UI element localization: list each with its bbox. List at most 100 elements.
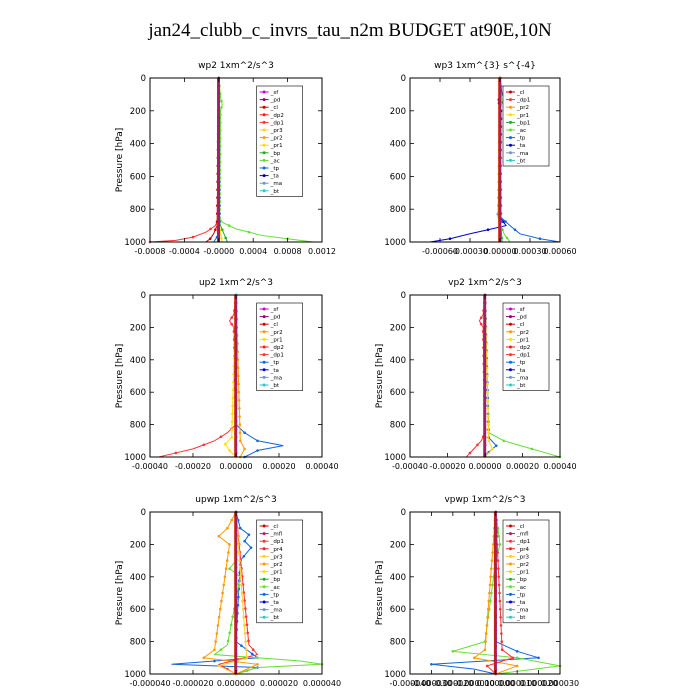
legend-marker: [262, 585, 266, 589]
legend-entry: _dp2: [516, 345, 530, 351]
series-marker-pr2: [238, 431, 242, 435]
legend-marker: [262, 554, 266, 558]
x-tick-label: 0.0012: [308, 247, 336, 256]
legend-marker: [262, 337, 266, 341]
series-marker-tp: [430, 662, 433, 666]
series-marker-pr2: [237, 390, 241, 394]
y-tick-label: 0: [401, 291, 406, 301]
series-marker-dp1: [497, 583, 501, 587]
legend-marker: [262, 151, 266, 155]
series-marker-ac: [219, 648, 223, 651]
series-line-pr2: [202, 511, 260, 675]
legend-entry: _ma: [270, 181, 282, 187]
y-tick-label: 1000: [384, 453, 406, 463]
legend-entry: _pr1: [270, 337, 283, 343]
y-tick-label: 200: [390, 323, 406, 333]
legend-marker: [509, 360, 512, 364]
series-marker-tp: [247, 533, 251, 536]
series-marker-pr2: [227, 551, 230, 554]
legend-entry: _cl: [516, 524, 525, 530]
series-marker-dp1: [497, 575, 501, 579]
series-marker-cl: [208, 237, 212, 241]
legend-entry: _pr3: [516, 554, 530, 560]
series-marker-tp: [504, 220, 507, 223]
legend-entry: _ma: [270, 375, 282, 381]
legend-marker: [262, 330, 266, 334]
legend-marker: [262, 189, 266, 193]
series-line-dp1: [217, 511, 259, 675]
y-tick-label: 1000: [384, 670, 406, 680]
legend-marker: [262, 360, 266, 364]
series-marker-pr1: [486, 415, 490, 418]
legend-entry: _pr1: [516, 570, 529, 576]
series-marker-pr2: [484, 632, 488, 635]
x-tick-label: 0.00020: [506, 462, 539, 471]
x-tick-label: 0.00040: [543, 462, 576, 471]
x-tick-label: -0.00020: [430, 462, 466, 471]
figure-title: jan24_clubb_c_invrs_tau_n2m BUDGET at90E…: [148, 20, 552, 41]
y-tick-label: 400: [130, 356, 146, 366]
series-marker-tp: [236, 603, 240, 607]
plot-frame: [149, 77, 323, 243]
series-marker-pr2: [483, 648, 487, 651]
legend-marker: [509, 592, 512, 596]
series-marker-pr3: [242, 616, 246, 619]
series-marker-dp1: [230, 316, 233, 319]
series-marker-ac: [237, 583, 241, 587]
series-marker-pr3: [241, 607, 245, 611]
legend-marker: [509, 562, 512, 566]
legend-marker: [509, 524, 512, 528]
series-marker-ac: [256, 656, 259, 660]
legend-entry: _cl: [516, 90, 525, 96]
series-marker-dp1: [191, 235, 195, 239]
y-axis-label: Pressure [hPa]: [375, 344, 385, 409]
legend-entry: _bp: [270, 577, 281, 583]
x-tick-label: 0.000020: [519, 679, 557, 688]
series-line-ta: [429, 77, 507, 243]
legend-entry: _pr2: [270, 330, 283, 336]
chart-panel-5: upwp 1xm^2/s^3 Pressure [hPa] 0 200 400 600 80…: [115, 495, 341, 688]
legend-entry: _tp: [270, 166, 280, 172]
series-marker-pr3: [237, 543, 240, 546]
series-marker-pr2: [486, 607, 490, 611]
series-marker-pr2: [226, 526, 229, 530]
legend-entry: _pr4: [516, 547, 530, 553]
legend-marker: [262, 532, 266, 536]
series-marker-pr2: [472, 656, 476, 660]
series-marker-ac: [227, 224, 231, 227]
series-marker-tp: [494, 444, 498, 447]
series-marker-pr2: [487, 599, 491, 603]
legend-marker: [509, 136, 512, 140]
y-tick-label: 800: [390, 638, 406, 648]
x-tick-label: 0.00030: [513, 247, 546, 256]
legend-entry: _pr1: [270, 570, 283, 576]
legend-marker: [509, 120, 512, 124]
legend-entry: _bt: [516, 158, 526, 164]
y-axis-label: Pressure [hPa]: [115, 128, 125, 193]
series-marker-pr2: [238, 415, 241, 418]
legend-entry: _pr4: [270, 547, 284, 553]
legend-entry: _tp: [270, 360, 280, 366]
legend-marker: [509, 105, 512, 109]
legend-marker: [262, 345, 266, 349]
legend-marker: [509, 577, 512, 581]
x-tick-label: 0.00000: [468, 462, 501, 471]
legend-marker: [262, 600, 266, 604]
legend-marker: [262, 113, 266, 117]
series-marker-pr2: [224, 567, 228, 570]
legend-entry: _cl: [270, 105, 279, 111]
series-marker-pr2: [221, 591, 224, 595]
series-marker-dp1: [476, 443, 479, 447]
y-tick-label: 800: [390, 421, 406, 431]
series-marker-pr1: [230, 436, 233, 439]
x-tick-label: 0.00040: [305, 462, 338, 471]
series-marker-dp1: [497, 567, 500, 570]
series-marker-dp1: [479, 322, 483, 326]
series-marker-tp: [515, 650, 519, 653]
legend-marker: [262, 174, 266, 178]
legend-entry: _dp1: [270, 120, 284, 126]
plot-frame: [409, 511, 561, 675]
legend-marker: [262, 98, 266, 102]
y-tick-label: 0: [141, 291, 146, 301]
